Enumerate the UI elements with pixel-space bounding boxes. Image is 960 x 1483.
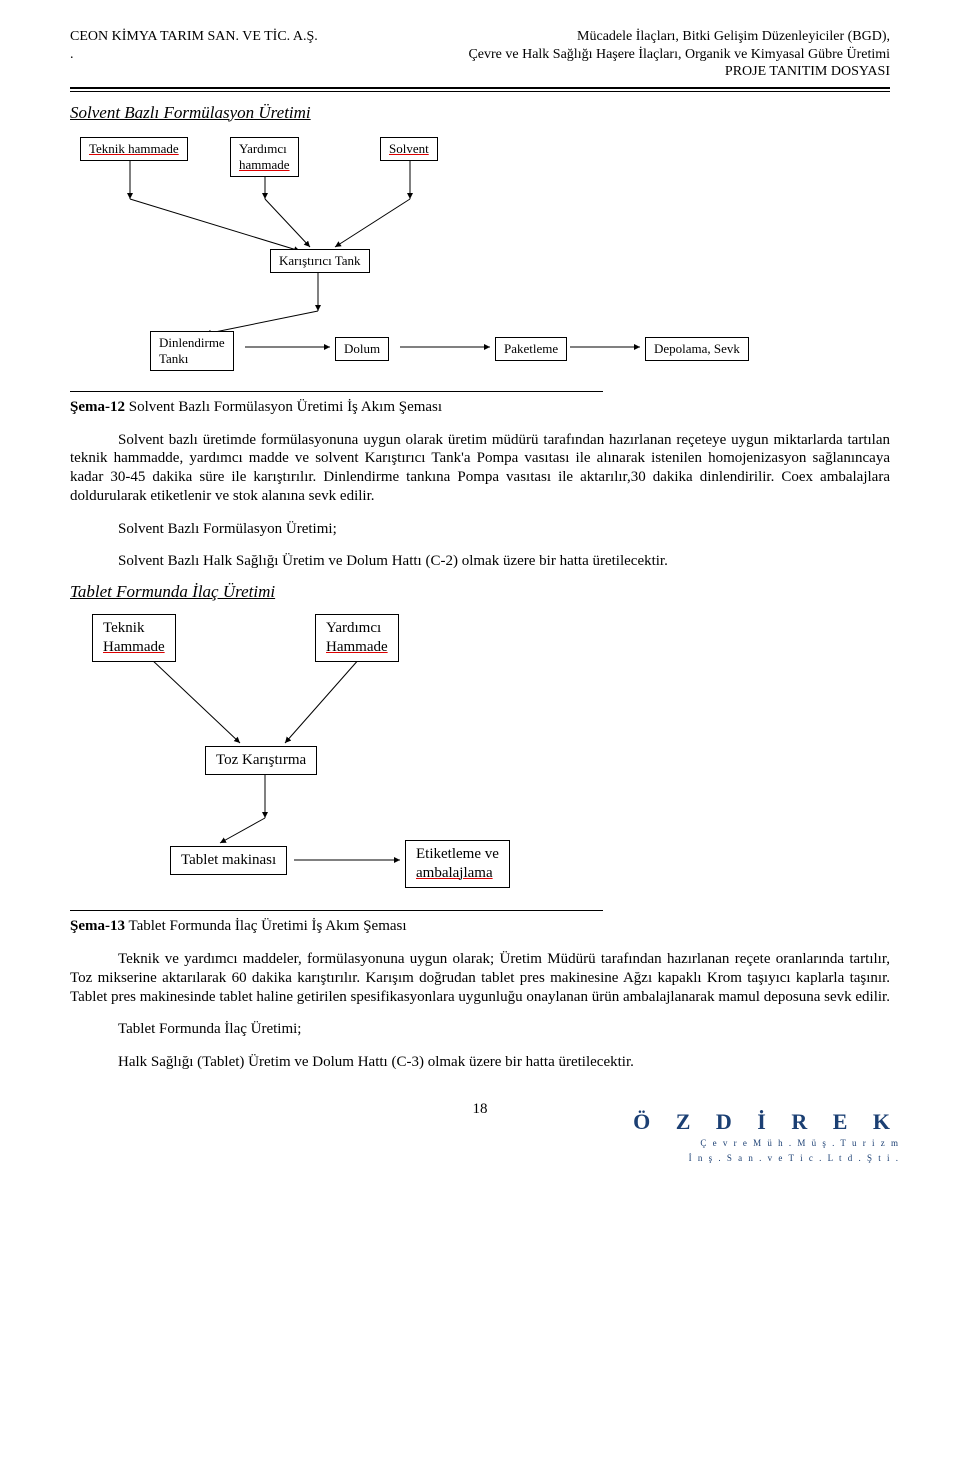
header-right-l2: Çevre ve Halk Sağlığı Haşere İlaçları, O… [468,46,890,64]
caption1-rule [70,391,603,392]
d1-box-dinlendirme: Dinlendirme Tankı [150,331,234,372]
d1-box-paketleme: Paketleme [495,337,567,361]
diagram-tablet-flow: Teknik Hammade Yardımcı Hammade Toz Karı… [70,608,890,908]
section2-title: Tablet Formunda İlaç Üretimi [70,581,890,602]
company-name: CEON KİMYA TARIM SAN. VE TİC. A.Ş. [70,28,318,46]
header-right-l1: Mücadele İlaçları, Bitki Gelişim Düzenle… [468,28,890,46]
page-footer: 18 Ö Z D İ R E K Ç e v r e M ü h . M ü ş… [70,1100,890,1160]
d2-teknik-l1: Teknik [103,620,144,636]
section1-title: Solvent Bazlı Formülasyon Üretimi [70,102,890,123]
d2-box-tablet: Tablet makinası [170,846,287,875]
header-left-dot: . [70,46,318,64]
d1-teknik-label: Teknik hammade [89,141,179,156]
caption2-rest: Tablet Formunda İlaç Üretimi İş Akım Şem… [125,918,407,934]
d2-toz-label: Toz Karıştırma [216,752,306,768]
d1-dinlendirme-l2: Tankı [159,351,188,366]
d1-karistirici-label: Karıştırıcı Tank [279,253,361,268]
d1-paketleme-label: Paketleme [504,341,558,356]
header-right-l3: PROJE TANITIM DOSYASI [468,63,890,81]
d1-depolama-label: Depolama, Sevk [654,341,740,356]
d2-yardimci-l2: Hammade [326,639,388,655]
d2-yardimci-l1: Yardımcı [326,620,381,636]
page-header: CEON KİMYA TARIM SAN. VE TİC. A.Ş. . Müc… [70,28,890,81]
logo-sub1: Ç e v r e M ü h . M ü ş . T u r i z m [633,1137,900,1149]
footer-logo: Ö Z D İ R E K Ç e v r e M ü h . M ü ş . … [633,1108,900,1164]
d2-box-etiket: Etiketleme ve ambalajlama [405,840,510,888]
diagram-solvent-flow: Teknik hammade Yardımcı hammade Solvent … [70,129,890,389]
header-right: Mücadele İlaçları, Bitki Gelişim Düzenle… [468,28,890,81]
d2-etiket-l1: Etiketleme ve [416,846,499,862]
d1-yardimci-l1: Yardımcı [239,141,287,156]
d1-yardimci-l2: hammade [239,157,290,172]
d1-box-solvent: Solvent [380,137,438,161]
d1-dolum-label: Dolum [344,341,380,356]
caption1-rest: Solvent Bazlı Formülasyon Üretimi İş Akı… [125,399,442,415]
caption2-bold: Şema-13 [70,918,125,934]
header-left: CEON KİMYA TARIM SAN. VE TİC. A.Ş. . [70,28,318,81]
header-rule-thin [70,91,890,92]
d1-box-teknik: Teknik hammade [80,137,188,161]
d2-box-yardimci: Yardımcı Hammade [315,614,399,662]
d1-box-depolama: Depolama, Sevk [645,337,749,361]
paragraph-5: Tablet Formunda İlaç Üretimi; [70,1020,890,1039]
d2-box-toz: Toz Karıştırma [205,746,317,775]
logo-main: Ö Z D İ R E K [633,1108,900,1136]
paragraph-2: Solvent Bazlı Formülasyon Üretimi; [70,520,890,539]
d1-dinlendirme-l1: Dinlendirme [159,335,225,350]
header-rule-thick [70,87,890,89]
paragraph-3: Solvent Bazlı Halk Sağlığı Üretim ve Dol… [70,552,890,571]
d1-box-dolum: Dolum [335,337,389,361]
caption2-rule [70,910,603,911]
caption1-bold: Şema-12 [70,399,125,415]
d2-box-teknik: Teknik Hammade [92,614,176,662]
d1-box-yardimci: Yardımcı hammade [230,137,299,178]
paragraph-1: Solvent bazlı üretimde formülasyonuna uy… [70,431,890,506]
d1-box-karistirici: Karıştırıcı Tank [270,249,370,273]
d2-tablet-label: Tablet makinası [181,852,276,868]
caption1: Şema-12 Solvent Bazlı Formülasyon Üretim… [70,398,890,417]
d2-etiket-l2: ambalajlama [416,865,493,881]
caption2: Şema-13 Tablet Formunda İlaç Üretimi İş … [70,917,890,936]
logo-sub2: İ n ş . S a n . v e T i c . L t d . Ş t … [633,1152,900,1164]
d2-teknik-l2: Hammade [103,639,165,655]
d1-solvent-label: Solvent [389,141,429,156]
paragraph-4: Teknik ve yardımcı maddeler, formülasyon… [70,950,890,1006]
paragraph-6: Halk Sağlığı (Tablet) Üretim ve Dolum Ha… [70,1053,890,1072]
